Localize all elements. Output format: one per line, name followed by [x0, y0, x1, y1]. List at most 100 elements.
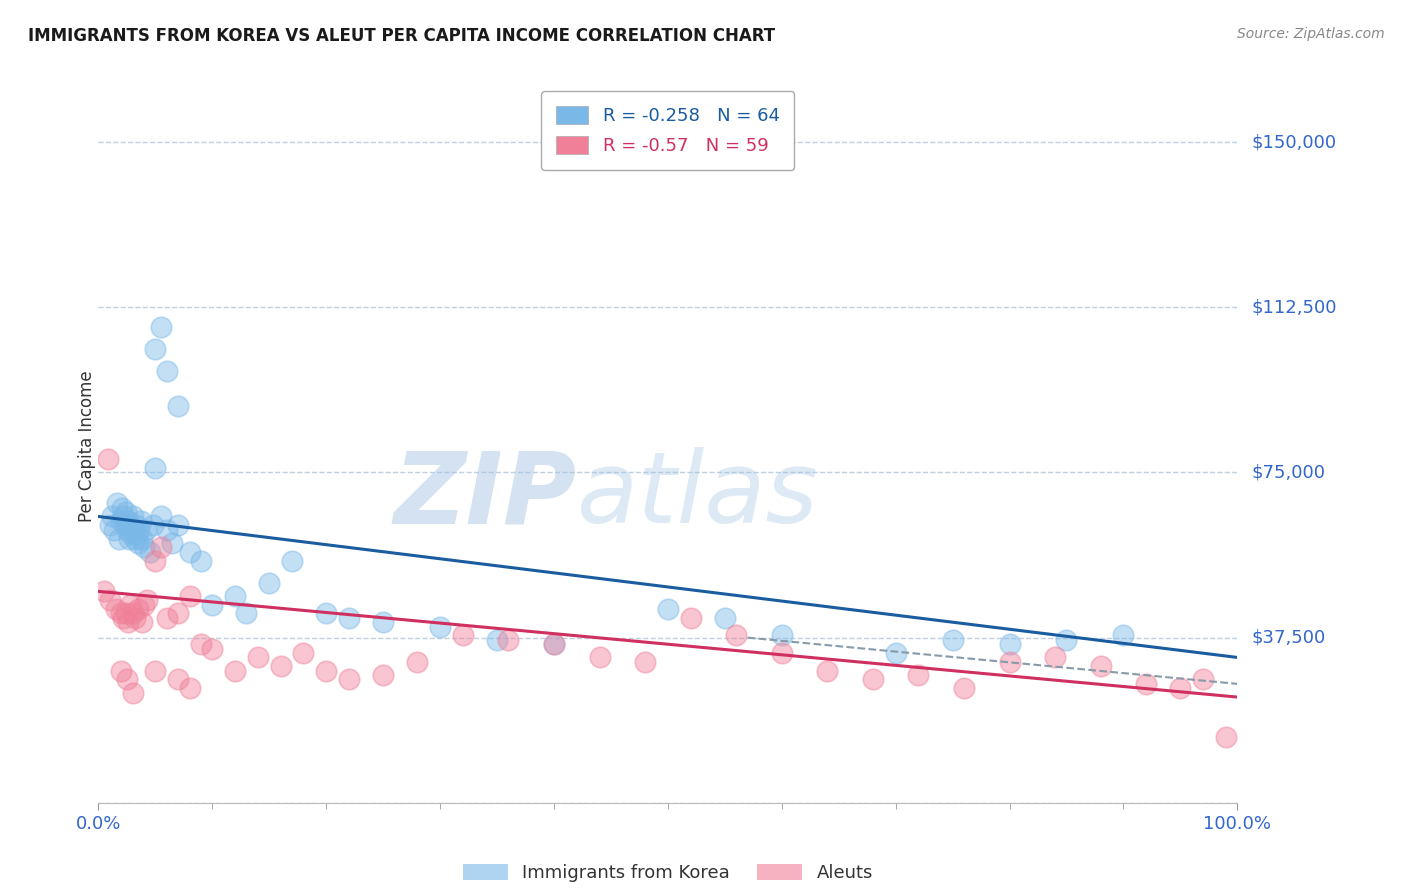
Point — [145, 664, 167, 678]
Point — [125, 518, 148, 533]
Point — [111, 500, 134, 515]
Point — [136, 593, 159, 607]
Point — [201, 598, 224, 612]
Point — [190, 553, 212, 567]
Point — [190, 637, 212, 651]
Point — [101, 509, 124, 524]
Point — [114, 505, 136, 519]
Point — [406, 655, 429, 669]
Text: ZIP: ZIP — [394, 448, 576, 544]
Point — [1090, 659, 1112, 673]
Point — [162, 536, 184, 550]
Point — [1170, 681, 1192, 696]
Point — [117, 514, 139, 528]
Point — [121, 607, 143, 621]
Point — [98, 593, 121, 607]
Point — [1043, 650, 1066, 665]
Point — [998, 655, 1021, 669]
Point — [167, 518, 190, 533]
Point — [128, 523, 150, 537]
Point — [112, 611, 135, 625]
Point — [998, 637, 1021, 651]
Point — [150, 320, 173, 334]
Point — [167, 607, 190, 621]
Point — [486, 632, 509, 647]
Point — [259, 575, 281, 590]
Text: atlas: atlas — [576, 448, 818, 544]
Point — [371, 668, 394, 682]
Point — [725, 628, 748, 642]
Point — [1215, 730, 1237, 744]
Point — [138, 545, 160, 559]
Point — [98, 518, 121, 533]
Point — [201, 641, 224, 656]
Point — [131, 532, 153, 546]
Point — [131, 615, 153, 630]
Point — [108, 532, 131, 546]
Text: $112,500: $112,500 — [1251, 298, 1337, 317]
Point — [315, 607, 337, 621]
Point — [907, 668, 929, 682]
Point — [884, 646, 907, 660]
Point — [498, 632, 520, 647]
Point — [167, 673, 190, 687]
Point — [270, 659, 292, 673]
Point — [121, 686, 143, 700]
Point — [953, 681, 976, 696]
Point — [117, 615, 139, 630]
Point — [121, 509, 143, 524]
Point — [179, 681, 201, 696]
Text: $75,000: $75,000 — [1251, 464, 1326, 482]
Point — [124, 532, 146, 546]
Point — [150, 509, 173, 524]
Point — [110, 664, 132, 678]
Legend: Immigrants from Korea, Aleuts: Immigrants from Korea, Aleuts — [454, 855, 882, 891]
Point — [1056, 632, 1078, 647]
Point — [110, 514, 132, 528]
Point — [281, 553, 304, 567]
Point — [942, 632, 965, 647]
Text: IMMIGRANTS FROM KOREA VS ALEUT PER CAPITA INCOME CORRELATION CHART: IMMIGRANTS FROM KOREA VS ALEUT PER CAPIT… — [28, 27, 775, 45]
Point — [142, 518, 165, 533]
Point — [337, 611, 360, 625]
Point — [371, 615, 394, 630]
Point — [235, 607, 257, 621]
Point — [103, 523, 125, 537]
Point — [127, 536, 149, 550]
Point — [224, 589, 246, 603]
Point — [118, 532, 141, 546]
Point — [543, 637, 565, 651]
Point — [815, 664, 838, 678]
Point — [129, 514, 152, 528]
Point — [150, 541, 173, 555]
Point — [862, 673, 884, 687]
Point — [110, 607, 132, 621]
Point — [292, 646, 315, 660]
Point — [112, 509, 135, 524]
Point — [167, 400, 190, 414]
Point — [1112, 628, 1135, 642]
Point — [770, 628, 793, 642]
Point — [122, 523, 145, 537]
Text: $150,000: $150,000 — [1251, 133, 1336, 151]
Point — [132, 598, 155, 612]
Point — [1135, 677, 1157, 691]
Point — [179, 545, 201, 559]
Point — [714, 611, 737, 625]
Point — [114, 518, 136, 533]
Point — [120, 518, 142, 533]
Point — [115, 673, 138, 687]
Text: $37,500: $37,500 — [1251, 629, 1326, 647]
Point — [104, 602, 127, 616]
Point — [156, 364, 179, 378]
Point — [770, 646, 793, 660]
Point — [315, 664, 337, 678]
Point — [543, 637, 565, 651]
Point — [124, 611, 146, 625]
Point — [246, 650, 269, 665]
Point — [132, 541, 155, 555]
Point — [120, 527, 142, 541]
Point — [96, 452, 118, 467]
Point — [657, 602, 679, 616]
Point — [114, 607, 136, 621]
